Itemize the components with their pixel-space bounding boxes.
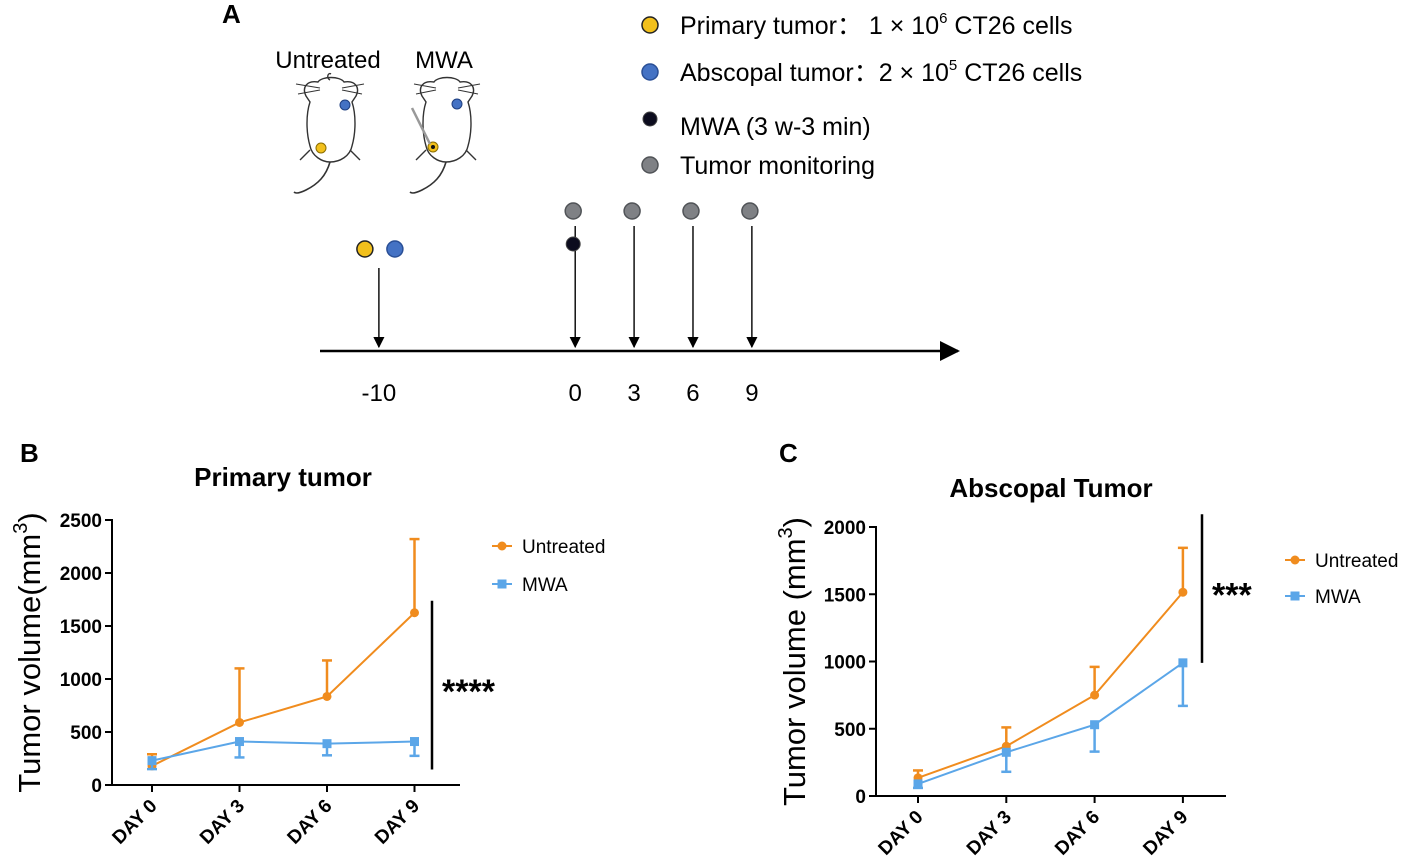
panel-b-letter: B [20,438,39,468]
panel-b: B Primary tumor Tumor volume(mm3) 0 500 1000… [10,438,605,849]
legend-marker [1290,591,1300,601]
panel-c: C Abscopal Tumor Tumor volume (mm3) 0 500 10… [775,438,1398,860]
x-tick-label: DAY 3 [196,796,249,849]
panel-a: A Untreated MWA Pri [222,0,1082,407]
y-axis-title: Tumor volume (mm3) [775,517,812,806]
timeline-mwa-marker [565,236,581,252]
timeline-abscopal-marker [386,240,404,258]
data-point [322,739,332,749]
legend-label: Untreated [1315,551,1398,572]
legend-primary-sup: 6 [939,10,947,27]
mwa-mouse-icon [409,76,481,194]
data-point [1178,658,1188,668]
untreated-mouse-label: Untreated [275,47,380,74]
legend-abscopal-sup: 5 [949,57,957,74]
x-tick-label: DAY 0 [875,807,928,860]
timeline-primary-marker [356,240,374,258]
timeline-monitoring-marker [682,202,700,220]
legend-label: Untreated [522,537,605,558]
series-untreated [147,537,420,771]
data-point [235,737,244,747]
timeline-day-label: 6 [686,380,699,407]
data-point [410,737,419,747]
series-line [917,662,1184,785]
timeline-day-label: -10 [362,380,397,407]
legend-label: MWA [522,575,568,596]
legend-item-mwa: MWA (3 w-3 min) [642,111,871,141]
data-point [913,779,923,789]
data-point [1001,747,1011,757]
timeline-monitoring-marker [741,202,759,220]
timeline-events: -10 0 3 6 9 [356,202,759,407]
legend-abscopal-suffix: CT26 cells [957,59,1082,87]
mwa-marker [642,111,658,127]
y-tick-label: 0 [855,787,866,808]
legend-monitoring-text: Tumor monitoring [680,152,875,180]
panel-a-letter: A [222,0,241,29]
panel-c-letter: C [779,438,798,468]
x-tick-label: DAY 6 [284,796,337,849]
data-point [410,608,419,618]
monitoring-marker [641,156,659,174]
legend-label: MWA [1315,587,1361,608]
x-tick-label: DAY 0 [109,796,162,849]
y-tick-label: 2000 [824,518,866,539]
panel-a-legend: Primary tumor： 1 × 106 CT26 cells Abscop… [641,10,1082,180]
series-line [151,612,416,767]
y-tick-label: 2000 [60,564,102,585]
untreated-mouse-icon [293,72,365,194]
significance-label: *** [1212,577,1252,615]
data-point [235,717,244,727]
series-mwa [147,737,420,771]
y-tick-label: 500 [834,720,866,741]
x-tick-label: DAY 9 [1139,807,1192,860]
legend-marker [497,541,507,551]
legend-item-primary: Primary tumor： 1 × 106 CT26 cells [641,10,1073,40]
y-tick-label: 1500 [824,585,866,606]
abscopal-tumor-marker [641,63,659,81]
legend-primary-suffix: CT26 cells [947,12,1072,40]
data-point [1090,720,1100,730]
y-tick-label: 1500 [60,617,102,638]
timeline-monitoring-marker [564,202,582,220]
y-tick-label: 2500 [60,511,102,532]
legend-primary-text: Primary tumor： 1 × 10 [680,12,939,40]
x-tick-label: DAY 6 [1051,807,1104,860]
series-mwa [913,658,1188,790]
legend-abscopal-text: Abscopal tumor：2 × 10 [680,59,949,87]
y-tick-label: 1000 [60,670,102,691]
legend-marker [1290,555,1300,565]
series-untreated [913,546,1188,783]
y-tick-label: 500 [70,723,102,744]
legend-item-monitoring: Tumor monitoring [641,152,875,180]
timeline-day-label: 9 [745,380,758,407]
legend-item-abscopal: Abscopal tumor：2 × 105 CT26 cells [641,57,1082,87]
significance-label: **** [442,673,496,711]
x-tick-label: DAY 3 [963,807,1016,860]
data-point [147,756,157,766]
legend-marker [497,579,507,589]
svg-text:Abscopal tumor：2 × 105 CT26 ce: Abscopal tumor：2 × 105 CT26 cells [680,57,1082,87]
series-line [151,740,415,762]
timeline-monitoring-marker [623,202,641,220]
y-tick-label: 0 [91,776,102,797]
chart-title: Primary tumor [194,462,372,492]
data-point [1178,587,1188,597]
timeline-day-label: 0 [569,380,582,407]
svg-text:Primary tumor： 1 × 106 CT26 ce: Primary tumor： 1 × 106 CT26 cells [680,10,1073,40]
mwa-mouse-label: MWA [415,47,473,74]
series-line [917,591,1184,779]
data-point [1090,690,1100,700]
chart-title: Abscopal Tumor [949,473,1152,503]
primary-tumor-marker [641,16,659,34]
x-tick-label: DAY 9 [371,796,424,849]
timeline-day-label: 3 [627,380,640,407]
y-tick-label: 1000 [824,653,866,674]
data-point [322,691,332,701]
legend-mwa-text: MWA (3 w-3 min) [680,113,871,141]
y-axis-title: Tumor volume(mm3) [10,512,47,792]
